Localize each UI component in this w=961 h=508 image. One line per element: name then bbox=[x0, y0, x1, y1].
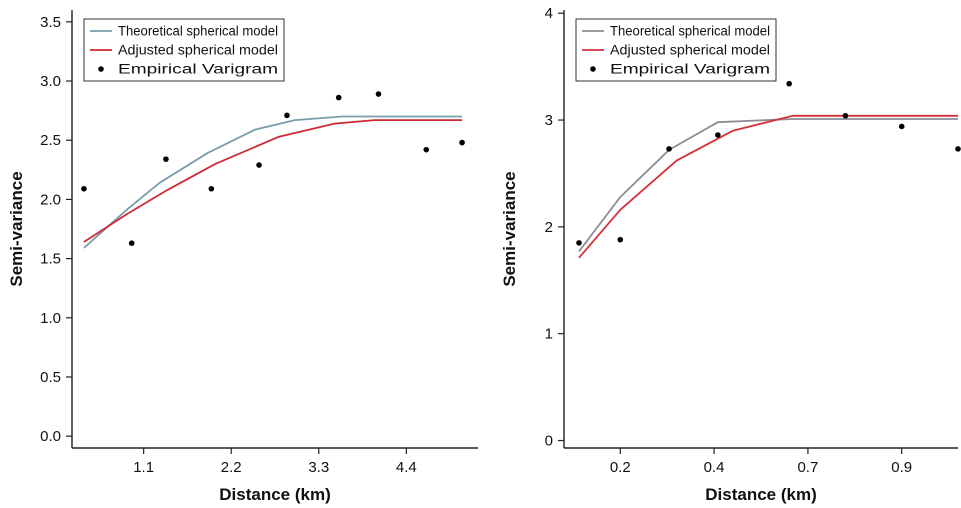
empirical-point bbox=[715, 132, 721, 138]
empirical-point bbox=[955, 146, 961, 152]
y-axis-title: Semi-variance bbox=[7, 171, 26, 286]
y-tick-label: 0.0 bbox=[40, 428, 61, 445]
y-tick-label: 1.5 bbox=[40, 251, 61, 268]
y-tick-label: 0 bbox=[545, 433, 553, 450]
legend-label: Empirical Varigram bbox=[118, 62, 278, 77]
x-tick-label: 0.4 bbox=[704, 459, 725, 476]
legend-label: Adjusted spherical model bbox=[118, 43, 278, 58]
empirical-point bbox=[842, 112, 849, 119]
x-tick-label: 0.9 bbox=[891, 459, 912, 476]
empirical-point bbox=[459, 139, 465, 146]
y-tick-label: 3 bbox=[545, 112, 553, 129]
legend-label: Empirical Varigram bbox=[610, 62, 770, 77]
x-tick-label: 0.7 bbox=[797, 459, 818, 476]
empirical-point bbox=[786, 80, 792, 87]
x-tick-label: 4.4 bbox=[396, 459, 417, 476]
y-axis-title: Semi-variance bbox=[500, 171, 519, 286]
x-tick-label: 2.2 bbox=[221, 459, 242, 476]
legend-box bbox=[83, 18, 285, 82]
x-tick-label: 0.2 bbox=[610, 459, 631, 476]
empirical-point bbox=[375, 91, 382, 97]
legend-label: Adjusted spherical model bbox=[610, 43, 770, 58]
legend-point-swatch bbox=[590, 66, 596, 72]
empirical-point bbox=[128, 240, 135, 247]
y-tick-label: 0.5 bbox=[40, 369, 61, 386]
x-tick-label: 1.1 bbox=[133, 459, 154, 476]
left-variogram-panel: 0.0 0.5 1.0 1.5 2.0 2.5 3.0 3.5 1.1 2.2 3.3 4.4 Dist… bbox=[7, 10, 478, 504]
legend-point-swatch bbox=[98, 66, 104, 72]
x-axis-title: Distance (km) bbox=[705, 485, 816, 504]
legend: Theoretical spherical model Adjusted sphe… bbox=[575, 18, 777, 82]
x-axis-title: Distance (km) bbox=[219, 485, 330, 504]
y-tick-label: 3.5 bbox=[40, 14, 61, 31]
y-tick-label: 1.0 bbox=[40, 310, 61, 327]
empirical-point bbox=[423, 146, 430, 153]
empirical-point bbox=[666, 146, 672, 152]
empirical-point bbox=[335, 94, 342, 101]
y-tick-label: 2 bbox=[545, 219, 553, 236]
legend-label: Theoretical spherical model bbox=[610, 24, 770, 39]
theoretical-model-line bbox=[83, 115, 463, 249]
legend-label: Theoretical spherical model bbox=[118, 24, 278, 39]
empirical-point bbox=[81, 185, 87, 192]
empirical-point bbox=[617, 236, 624, 243]
legend-box bbox=[575, 18, 777, 82]
adjusted-model-line bbox=[83, 119, 463, 243]
right-variogram-panel: 0 1 2 3 4 0.2 0.4 0.7 0.9 Distance (km) Semi-varia… bbox=[500, 5, 961, 504]
legend: Theoretical spherical model Adjusted sphe… bbox=[83, 18, 285, 82]
empirical-point bbox=[284, 112, 290, 119]
y-tick-label: 1 bbox=[545, 326, 553, 343]
empirical-point bbox=[208, 185, 215, 192]
y-tick-label: 2.5 bbox=[40, 132, 61, 149]
x-tick-label: 3.3 bbox=[308, 459, 329, 476]
empirical-point bbox=[256, 162, 262, 168]
empirical-point bbox=[163, 156, 169, 162]
y-tick-label: 3.0 bbox=[40, 73, 61, 90]
adjusted-model-line bbox=[578, 114, 958, 259]
empirical-point bbox=[576, 240, 582, 246]
empirical-point bbox=[898, 123, 905, 130]
theoretical-model-line bbox=[578, 118, 958, 252]
y-tick-label: 4 bbox=[545, 5, 553, 22]
y-tick-label: 2.0 bbox=[40, 191, 61, 208]
